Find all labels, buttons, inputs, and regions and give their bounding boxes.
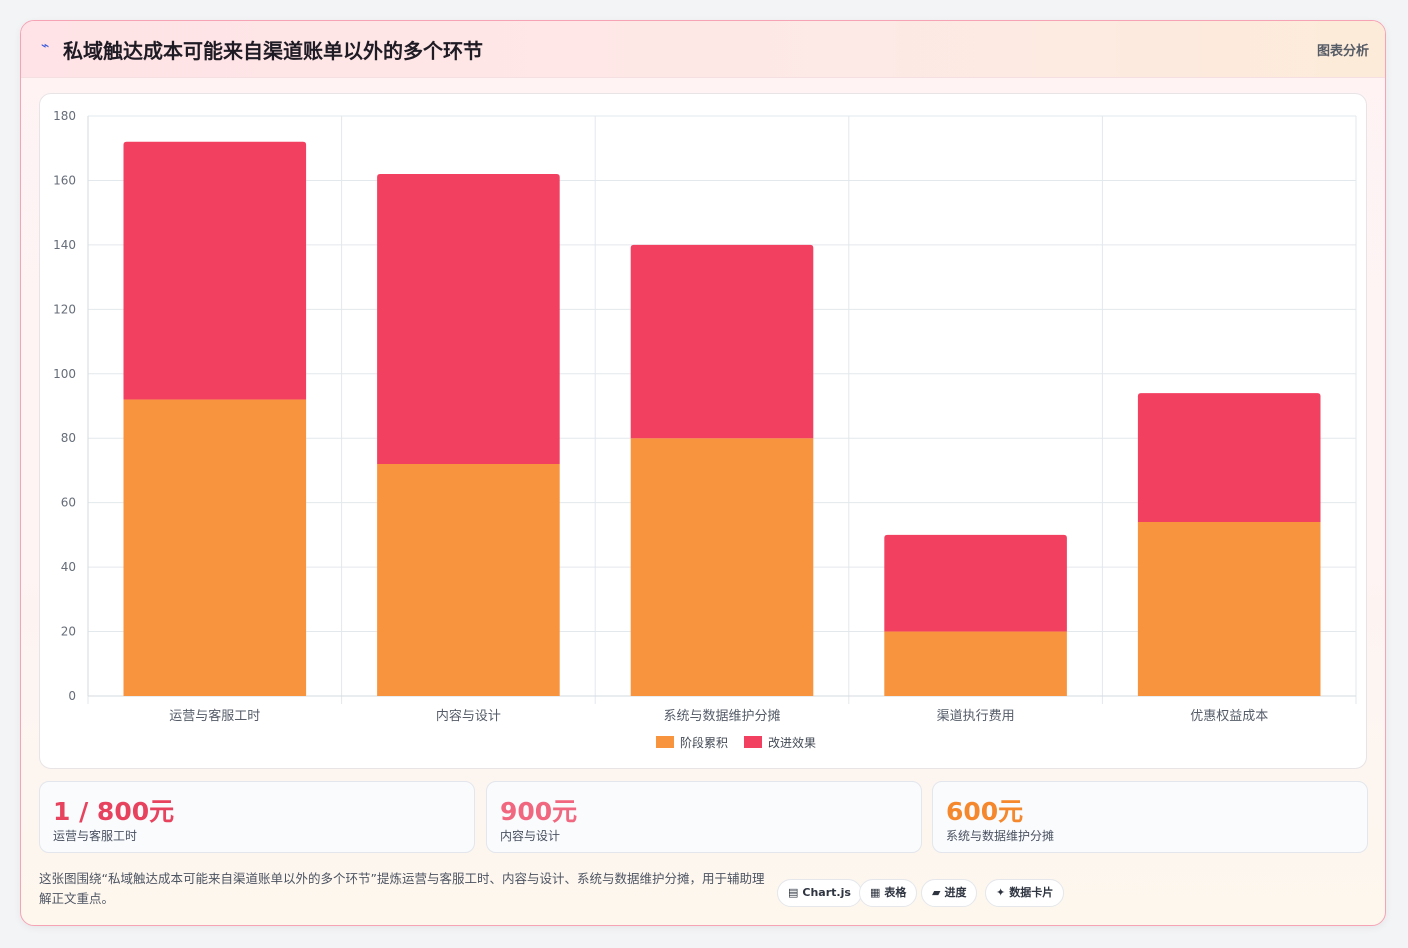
sparkle-icon: ✦: [996, 886, 1006, 899]
legend-label: 阶段累积: [680, 735, 728, 750]
bar-segment-improvement-effect: [630, 244, 814, 439]
stat-card-system: 600元 系统与数据维护分摊: [932, 781, 1368, 853]
chart-description: 这张图围绕“私域触达成本可能来自渠道账单以外的多个环节”提炼运营与客服工时、内容…: [39, 871, 765, 906]
y-tick-label: 0: [68, 689, 76, 703]
y-tick-label: 140: [53, 238, 76, 252]
bar-segment-stage-accumulation: [1137, 522, 1321, 696]
chip-chartjs[interactable]: ▤ Chart.js: [777, 879, 862, 907]
x-tick-label: 内容与设计: [436, 708, 501, 724]
chart-analysis-tag: 图表分析: [1316, 44, 1369, 59]
chip-label: 表格: [884, 886, 907, 899]
trend-icon: ⌁: [41, 38, 50, 54]
y-tick-label: 160: [53, 173, 76, 187]
chip-label: Chart.js: [802, 886, 851, 899]
y-tick-label: 80: [61, 431, 76, 445]
legend-label: 改进效果: [768, 735, 816, 750]
stat-value: 900元: [500, 797, 578, 826]
page-title: 私域触达成本可能来自渠道账单以外的多个环节: [63, 39, 483, 63]
stat-label: 运营与客服工时: [53, 829, 138, 843]
legend-swatch: [656, 736, 674, 748]
table-icon: ▦: [870, 886, 881, 899]
chip-data-card[interactable]: ✦ 数据卡片: [985, 879, 1065, 907]
chip-table[interactable]: ▦ 表格: [859, 879, 918, 907]
bar-segment-improvement-effect: [377, 174, 560, 464]
y-tick-label: 180: [53, 109, 76, 123]
progress-icon: ▰: [932, 886, 941, 899]
chip-label: 进度: [944, 886, 967, 899]
bar-segment-improvement-effect: [884, 534, 1067, 632]
chart-card: ⌁ 私域触达成本可能来自渠道账单以外的多个环节 图表分析 0 20 40 60 80 10…: [20, 20, 1386, 926]
stat-label: 系统与数据维护分摊: [946, 829, 1055, 843]
x-tick-label: 渠道执行费用: [937, 709, 1015, 724]
stacked-bar-chart: 0 20 40 60 80 100 120 140 160 180 运营与客服工时 内容与设计 系统与数…: [53, 109, 1357, 750]
bar-segment-stage-accumulation: [377, 464, 560, 696]
stat-value: 600元: [946, 797, 1024, 826]
y-tick-label: 40: [61, 560, 76, 574]
y-tick-label: 120: [53, 302, 76, 316]
card-header: ⌁ 私域触达成本可能来自渠道账单以外的多个环节 图表分析: [21, 21, 1385, 78]
y-tick-label: 60: [61, 496, 76, 510]
y-tick-label: 100: [53, 367, 76, 381]
stat-cards: 1 / 800元 运营与客服工时 900元 内容与设计 600元 系统与数据维护…: [39, 781, 1369, 855]
chip-label: 数据卡片: [1009, 886, 1054, 899]
chip-progress[interactable]: ▰ 进度: [921, 879, 978, 907]
x-tick-label: 运营与客服工时: [169, 708, 260, 724]
y-tick-label: 20: [61, 625, 76, 639]
stat-value: 1 / 800元: [53, 797, 175, 826]
bar-segment-improvement-effect: [123, 141, 307, 400]
chart-icon: ▤: [788, 886, 799, 899]
bar-segment-stage-accumulation: [123, 399, 307, 696]
bar-segment-stage-accumulation: [884, 631, 1067, 696]
chart-container: 0 20 40 60 80 100 120 140 160 180 运营与客服工时 内容与设计 系统与数…: [39, 93, 1367, 769]
stat-card-content: 900元 内容与设计: [486, 781, 922, 853]
bar-segment-improvement-effect: [1137, 393, 1321, 522]
stat-label: 内容与设计: [500, 829, 561, 843]
legend-swatch: [744, 736, 762, 748]
bar-segment-stage-accumulation: [630, 438, 814, 696]
stat-card-operations: 1 / 800元 运营与客服工时: [39, 781, 475, 853]
x-tick-label: 优惠权益成本: [1190, 708, 1268, 724]
x-tick-label: 系统与数据维护分摊: [663, 709, 780, 724]
